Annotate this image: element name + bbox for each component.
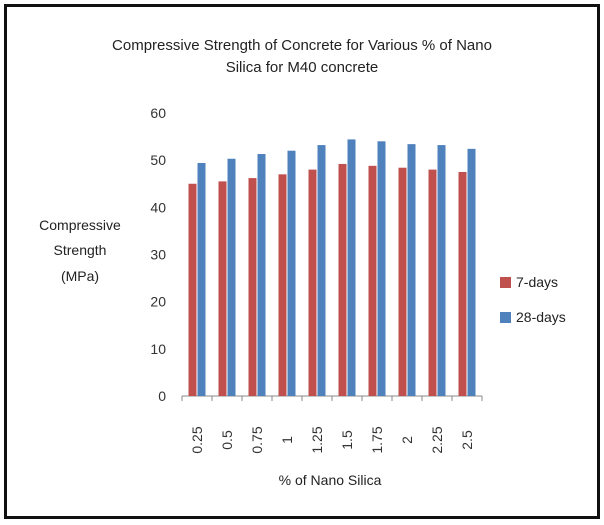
y-tick-label: 20	[150, 294, 166, 310]
legend-label-7-days: 7-days	[516, 274, 558, 290]
bar-28-days-1.5	[347, 139, 356, 396]
bar-7-days-2.5	[458, 171, 467, 396]
x-tick-label: 2.5	[459, 430, 475, 450]
x-tick-label: 0.75	[249, 426, 265, 453]
x-tick-label: 1	[279, 436, 295, 444]
bar-28-days-1.75	[377, 141, 386, 396]
bar-7-days-2.25	[428, 169, 437, 396]
y-tick-label: 10	[150, 341, 166, 357]
plot-area: 0 10 20 30 40 50 60 0.25 0.5 0.75 1 1.25 1.5 1.75 2 2.2…	[150, 105, 483, 454]
legend-label-28-days: 28-days	[516, 309, 566, 325]
bar-28-days-2.5	[467, 148, 476, 396]
chart-title-line-1: Compressive Strength of Concrete for Var…	[112, 37, 492, 54]
bar-28-days-1.25	[317, 145, 326, 396]
x-tick-label: 1.5	[339, 430, 355, 450]
y-tick-label: 40	[150, 199, 166, 215]
x-tick-label: 0.5	[219, 430, 235, 450]
x-tick-label: 2	[399, 436, 415, 444]
bar-7-days-2	[398, 167, 407, 396]
x-axis-label: % of Nano Silica	[279, 472, 382, 488]
bar-28-days-2.25	[437, 145, 446, 396]
legend-swatch-7-days	[500, 277, 511, 288]
bar-28-days-0.5	[227, 158, 236, 396]
legend-swatch-28-days	[500, 312, 511, 323]
y-axis-label-line-3: (MPa)	[61, 268, 99, 284]
x-tick-label: 1.25	[309, 426, 325, 453]
x-tick-label: 1.75	[369, 426, 385, 453]
bar-7-days-0.5	[218, 181, 227, 396]
y-tick-label: 60	[150, 105, 166, 121]
y-tick-label: 30	[150, 247, 166, 263]
bar-7-days-1.5	[338, 163, 347, 396]
bar-7-days-1.75	[368, 165, 377, 396]
bar-28-days-0.25	[197, 162, 206, 396]
x-tick-label: 2.25	[429, 426, 445, 453]
bar-28-days-2	[407, 144, 416, 396]
bar-28-days-0.75	[257, 154, 266, 396]
bar-28-days-1	[287, 150, 296, 396]
chart-frame	[4, 4, 600, 519]
bar-7-days-0.25	[188, 183, 197, 396]
chart-title-line-2: Silica for M40 concrete	[226, 59, 379, 76]
y-axis-label-line-1: Compressive	[39, 217, 121, 233]
y-axis-label-line-2: Strength	[54, 242, 107, 258]
y-tick-label: 50	[150, 152, 166, 168]
legend: 7-days 28-days	[500, 274, 566, 325]
bar-7-days-1.25	[308, 169, 317, 396]
y-tick-label: 0	[158, 388, 166, 404]
bar-7-days-0.75	[248, 178, 257, 396]
bar-7-days-1	[278, 174, 287, 396]
x-tick-label: 0.25	[189, 426, 205, 453]
